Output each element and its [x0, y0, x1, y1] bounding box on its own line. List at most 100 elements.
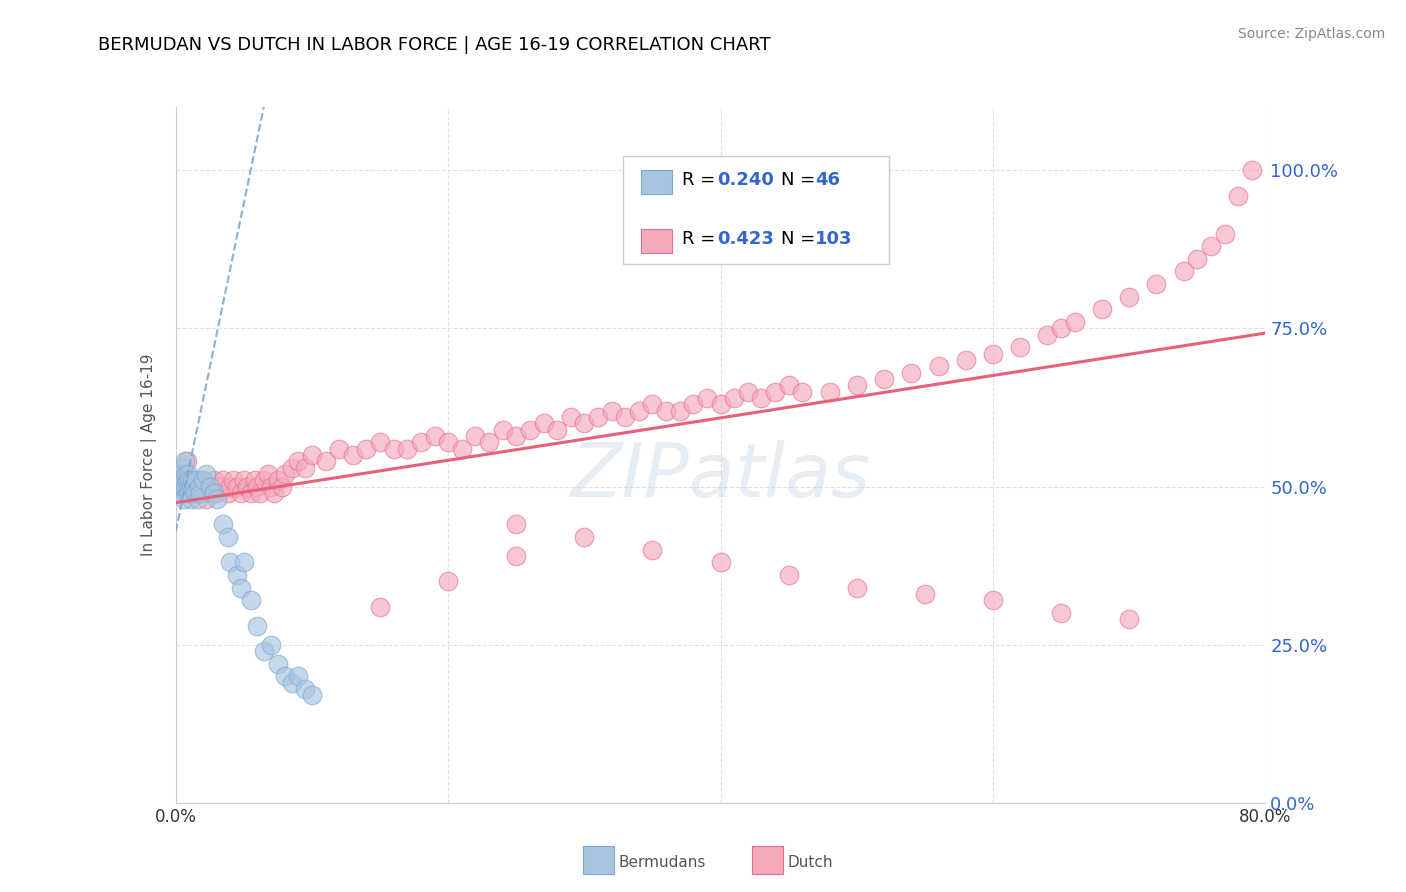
- Point: [169, 467, 191, 481]
- Point: [180, 479, 202, 493]
- Point: [505, 429, 527, 443]
- Point: [243, 473, 266, 487]
- Point: [382, 442, 405, 456]
- Point: [181, 473, 204, 487]
- Point: [246, 618, 269, 632]
- Point: [174, 479, 197, 493]
- Point: [1050, 606, 1073, 620]
- Point: [900, 366, 922, 380]
- Point: [914, 587, 936, 601]
- Point: [186, 492, 209, 507]
- Point: [260, 479, 283, 493]
- Point: [205, 492, 228, 507]
- Point: [232, 556, 254, 570]
- Point: [981, 347, 1004, 361]
- Text: BERMUDAN VS DUTCH IN LABOR FORCE | AGE 16-19 CORRELATION CHART: BERMUDAN VS DUTCH IN LABOR FORCE | AGE 1…: [98, 36, 770, 54]
- Point: [1240, 163, 1263, 178]
- Point: [267, 657, 290, 671]
- Point: [208, 479, 231, 493]
- Point: [184, 486, 207, 500]
- Point: [600, 403, 623, 417]
- Point: [186, 473, 208, 487]
- Point: [179, 473, 201, 487]
- Point: [356, 442, 378, 456]
- Text: 0.423: 0.423: [717, 230, 775, 248]
- Point: [519, 423, 541, 437]
- Point: [170, 486, 193, 500]
- Point: [1091, 302, 1114, 317]
- Point: [763, 384, 786, 399]
- Point: [253, 644, 276, 658]
- Point: [396, 442, 419, 456]
- Point: [437, 435, 460, 450]
- Point: [235, 479, 257, 493]
- Point: [177, 479, 200, 493]
- Point: [315, 454, 337, 468]
- Text: R =: R =: [682, 230, 721, 248]
- Point: [263, 486, 285, 500]
- Point: [280, 460, 302, 475]
- Point: [492, 423, 515, 437]
- Point: [409, 435, 432, 450]
- Point: [188, 473, 211, 487]
- Point: [287, 454, 309, 468]
- Point: [194, 467, 217, 481]
- Point: [792, 384, 814, 399]
- Point: [188, 486, 211, 500]
- Point: [219, 479, 242, 493]
- Point: [239, 593, 262, 607]
- Point: [368, 599, 391, 614]
- Point: [249, 486, 271, 500]
- Text: Dutch: Dutch: [787, 855, 832, 870]
- Point: [342, 448, 364, 462]
- Point: [1036, 327, 1059, 342]
- Point: [574, 530, 596, 544]
- Point: [257, 467, 280, 481]
- Point: [274, 467, 297, 481]
- Point: [437, 574, 460, 589]
- Point: [328, 442, 350, 456]
- Point: [172, 479, 194, 493]
- Text: Bermudans: Bermudans: [619, 855, 706, 870]
- Point: [246, 479, 269, 493]
- Point: [174, 454, 197, 468]
- Point: [226, 479, 249, 493]
- Point: [710, 556, 733, 570]
- Point: [981, 593, 1004, 607]
- Point: [778, 568, 800, 582]
- Point: [627, 403, 650, 417]
- Point: [1227, 188, 1250, 202]
- Point: [751, 391, 773, 405]
- Point: [205, 486, 228, 500]
- Point: [176, 473, 198, 487]
- FancyBboxPatch shape: [623, 156, 890, 264]
- Point: [641, 542, 664, 557]
- Point: [696, 391, 718, 405]
- Point: [1063, 315, 1085, 329]
- Point: [655, 403, 678, 417]
- Point: [217, 486, 239, 500]
- Point: [274, 669, 297, 683]
- Point: [533, 417, 555, 431]
- FancyBboxPatch shape: [641, 228, 672, 253]
- Point: [187, 479, 209, 493]
- Point: [219, 556, 242, 570]
- Text: N =: N =: [780, 230, 814, 248]
- Point: [287, 669, 309, 683]
- Text: R =: R =: [682, 171, 721, 189]
- Point: [505, 517, 527, 532]
- Point: [180, 492, 202, 507]
- Point: [222, 473, 245, 487]
- Point: [845, 581, 868, 595]
- Point: [301, 448, 323, 462]
- Text: N =: N =: [780, 171, 814, 189]
- Point: [955, 353, 977, 368]
- Point: [191, 479, 214, 493]
- Point: [546, 423, 568, 437]
- Point: [586, 409, 609, 424]
- Point: [845, 378, 868, 392]
- Point: [641, 397, 664, 411]
- Point: [239, 486, 262, 500]
- Point: [271, 479, 294, 493]
- Point: [560, 409, 582, 424]
